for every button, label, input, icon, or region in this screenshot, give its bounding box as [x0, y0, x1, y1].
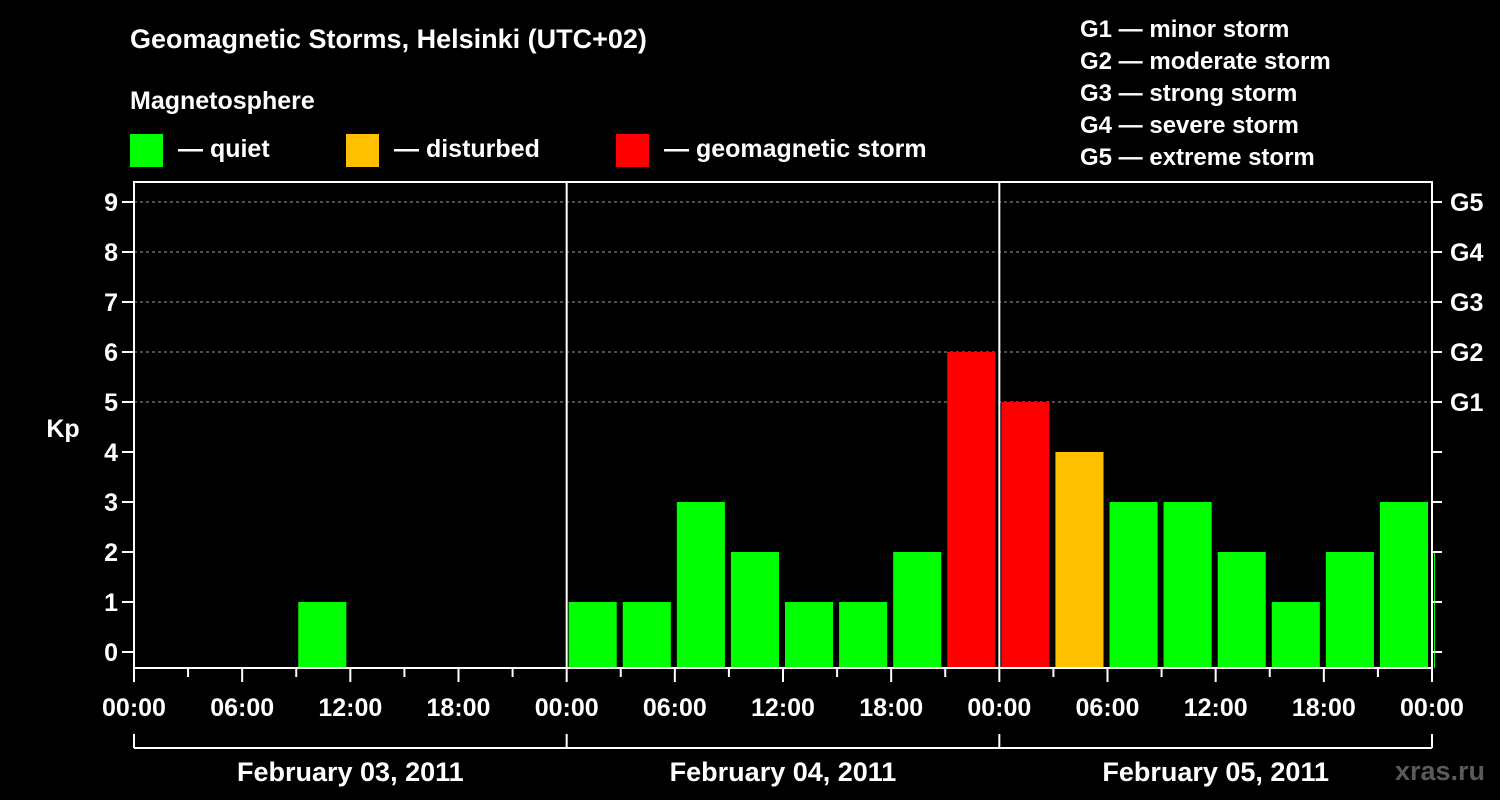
- y-axis: 0 1 2 3 4 5 6 7 8 9: [104, 189, 134, 667]
- kp-bar: [730, 552, 779, 668]
- kp-bar: [676, 502, 725, 668]
- kp-bar: [568, 602, 617, 668]
- storm-scale-legend: G1 — minor storm G2 — moderate storm G3 …: [1080, 16, 1331, 171]
- date-brackets: February 03, 2011 February 04, 2011 Februa…: [133, 734, 1433, 787]
- x-tick-label: 00:00: [1400, 694, 1464, 722]
- x-tick-label: 18:00: [859, 694, 923, 722]
- legend-label-disturbed: — disturbed: [394, 135, 540, 163]
- x-tick-label: 06:00: [210, 694, 274, 722]
- x-tick-label: 00:00: [102, 694, 166, 722]
- gridlines: [134, 201, 1432, 403]
- kp-bar: [1001, 402, 1050, 668]
- kp-bar: [1217, 552, 1266, 668]
- kp-bar: [785, 602, 834, 668]
- kp-bar: [947, 352, 996, 668]
- day-separators: [565, 182, 1001, 668]
- y-tick-label: 9: [104, 189, 118, 217]
- right-axis-label: G2: [1450, 339, 1483, 367]
- right-axis-label: G3: [1450, 289, 1483, 317]
- x-tick-label: 00:00: [967, 694, 1031, 722]
- x-tick-label: 00:00: [535, 694, 599, 722]
- legend-swatch-quiet: [130, 134, 163, 167]
- watermark: xras.ru: [1395, 756, 1485, 786]
- right-axis-label: G5: [1450, 189, 1483, 217]
- y-tick-label: 0: [104, 639, 118, 667]
- y-tick-label: 5: [104, 389, 118, 417]
- kp-bar: [1055, 452, 1104, 668]
- kp-bar: [622, 602, 671, 668]
- kp-bar: [1109, 502, 1158, 668]
- kp-bar: [1325, 552, 1374, 668]
- chart-title: Geomagnetic Storms, Helsinki (UTC+02): [130, 24, 647, 54]
- y-tick-label: 1: [104, 589, 118, 617]
- kp-bar: [298, 602, 347, 668]
- x-tick-label: 18:00: [427, 694, 491, 722]
- right-axis-label: G1: [1450, 389, 1483, 417]
- kp-bar: [1379, 502, 1428, 668]
- bars: [298, 352, 1435, 668]
- x-tick-label: 18:00: [1292, 694, 1356, 722]
- legend: — quiet — disturbed — geomagnetic storm: [130, 134, 927, 167]
- kp-bar: [839, 602, 888, 668]
- x-tick-label: 12:00: [751, 694, 815, 722]
- legend-swatch-storm: [616, 134, 649, 167]
- storm-scale-g5: G5 — extreme storm: [1080, 144, 1315, 171]
- legend-swatch-disturbed: [346, 134, 379, 167]
- y-tick-label: 2: [104, 539, 118, 567]
- x-tick-label: 12:00: [318, 694, 382, 722]
- x-tick-label: 06:00: [643, 694, 707, 722]
- storm-scale-g2: G2 — moderate storm: [1080, 48, 1331, 75]
- y-tick-label: 3: [104, 489, 118, 517]
- date-label: February 05, 2011: [1102, 757, 1329, 787]
- storm-scale-g4: G4 — severe storm: [1080, 112, 1299, 139]
- storm-scale-g1: G1 — minor storm: [1080, 16, 1289, 43]
- kp-bar: [1434, 552, 1435, 668]
- y-tick-label: 6: [104, 339, 118, 367]
- storm-scale-g3: G3 — strong storm: [1080, 80, 1297, 107]
- x-tick-label: 06:00: [1076, 694, 1140, 722]
- date-label: February 04, 2011: [670, 757, 897, 787]
- legend-label-storm: — geomagnetic storm: [664, 135, 927, 163]
- kp-bar: [1163, 502, 1212, 668]
- kp-bar: [893, 552, 942, 668]
- kp-bar: [1271, 602, 1320, 668]
- legend-label-quiet: — quiet: [178, 135, 270, 163]
- right-axis-label: G4: [1450, 239, 1483, 267]
- y-axis-label: Kp: [46, 415, 79, 443]
- right-axis: G1 G2 G3 G4 G5: [1432, 189, 1483, 653]
- y-tick-label: 8: [104, 239, 118, 267]
- x-axis: 00:00 06:00 12:00 18:00 00:00 06:00 12:00 18:00…: [102, 668, 1464, 722]
- y-tick-label: 4: [104, 439, 118, 467]
- y-tick-label: 7: [104, 289, 118, 317]
- date-label: February 03, 2011: [237, 757, 464, 787]
- legend-heading: Magnetosphere: [130, 87, 315, 115]
- x-tick-label: 12:00: [1184, 694, 1248, 722]
